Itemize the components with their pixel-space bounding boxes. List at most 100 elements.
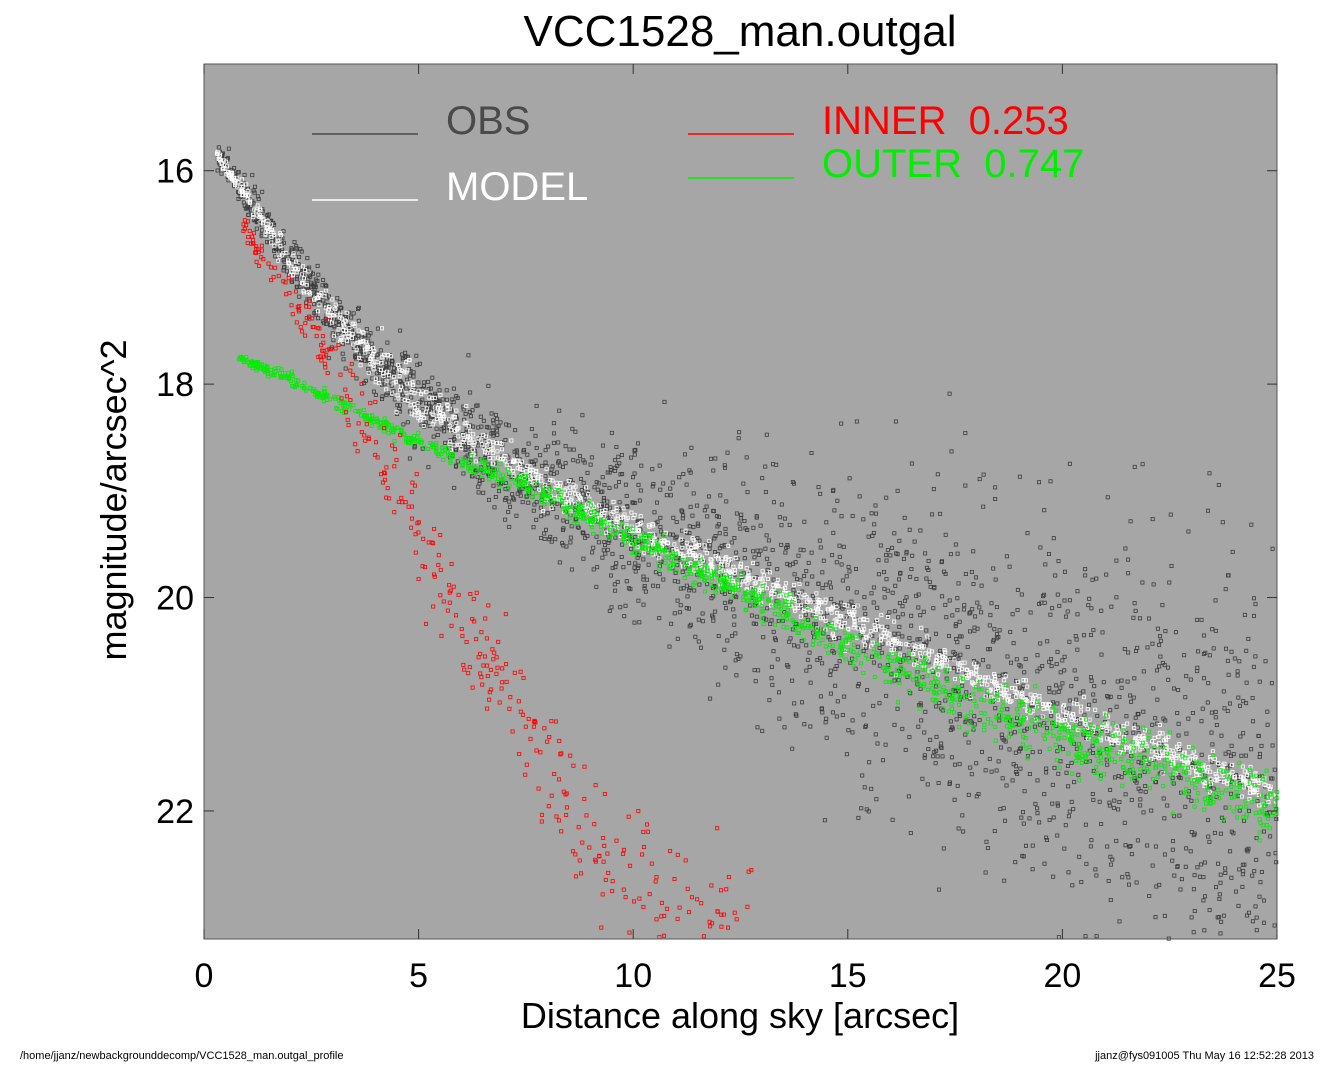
point-obs	[1000, 776, 1005, 781]
point-model	[1118, 750, 1123, 755]
point-obs	[400, 398, 405, 403]
point-obs	[702, 508, 707, 513]
point-obs	[1105, 844, 1110, 849]
point-obs	[1163, 852, 1168, 857]
point-model	[585, 502, 590, 507]
point-model	[744, 566, 749, 571]
point-model	[216, 156, 221, 161]
point-model	[573, 491, 578, 496]
point-obs	[1022, 627, 1027, 632]
point-model	[870, 640, 875, 645]
point-model	[751, 575, 756, 580]
point-obs	[442, 429, 447, 434]
point-obs	[979, 610, 984, 615]
point-outer	[894, 672, 899, 677]
point-obs	[595, 487, 600, 492]
point-obs	[782, 516, 787, 521]
point-obs	[767, 562, 772, 567]
point-obs	[1064, 770, 1069, 775]
point-model	[1023, 697, 1028, 702]
point-obs	[804, 643, 809, 648]
point-outer	[1005, 715, 1010, 720]
point-obs	[769, 676, 774, 681]
point-obs	[1055, 803, 1060, 808]
point-obs	[856, 815, 861, 820]
point-obs	[902, 515, 907, 520]
point-obs	[426, 401, 431, 406]
point-model	[1208, 769, 1213, 774]
point-obs	[974, 794, 979, 799]
point-model	[852, 622, 857, 627]
point-outer	[250, 366, 255, 371]
point-outer	[1042, 736, 1047, 741]
point-outer	[1121, 752, 1126, 757]
point-outer	[534, 490, 539, 495]
point-obs	[607, 609, 612, 614]
point-outer	[508, 477, 513, 482]
point-obs	[219, 171, 224, 176]
point-obs	[454, 463, 459, 468]
point-model	[910, 652, 915, 657]
point-obs	[371, 389, 376, 394]
point-obs	[1150, 722, 1155, 727]
point-obs	[902, 653, 907, 658]
point-model	[448, 428, 453, 433]
point-outer	[1257, 830, 1262, 835]
point-model	[1157, 730, 1162, 735]
point-obs	[1210, 742, 1215, 747]
point-obs	[490, 418, 495, 423]
point-outer	[273, 369, 278, 374]
point-outer	[944, 695, 949, 700]
point-obs	[1090, 792, 1095, 797]
point-model	[609, 512, 614, 517]
point-obs	[1199, 719, 1204, 724]
point-obs	[1235, 669, 1240, 674]
point-outer	[1120, 765, 1125, 770]
point-obs	[306, 277, 311, 282]
point-obs	[713, 609, 718, 614]
point-model	[498, 457, 503, 462]
point-outer	[1205, 785, 1210, 790]
point-outer	[813, 616, 818, 621]
point-outer	[1272, 803, 1277, 808]
point-obs	[1069, 760, 1074, 765]
point-model	[1157, 722, 1162, 727]
point-obs	[632, 448, 637, 453]
point-model	[879, 637, 884, 642]
point-obs	[534, 403, 539, 408]
point-model	[251, 215, 256, 220]
point-obs	[955, 783, 960, 788]
point-outer	[1257, 810, 1262, 815]
point-obs	[997, 628, 1002, 633]
point-outer	[941, 706, 946, 711]
point-obs	[1060, 658, 1065, 663]
point-obs	[692, 588, 697, 593]
point-outer	[823, 644, 828, 649]
point-obs	[1072, 668, 1077, 673]
point-outer	[922, 655, 927, 660]
point-obs	[1069, 684, 1074, 689]
point-model	[792, 582, 797, 587]
point-obs	[1045, 726, 1050, 731]
point-obs	[588, 462, 593, 467]
point-outer	[571, 521, 576, 526]
point-model	[632, 512, 637, 517]
point-model	[1240, 764, 1245, 769]
point-obs	[850, 718, 855, 723]
point-outer	[262, 363, 267, 368]
point-outer	[1088, 731, 1093, 736]
point-outer	[1172, 766, 1177, 771]
point-outer	[565, 510, 570, 515]
point-obs	[1044, 770, 1049, 775]
point-obs	[1153, 716, 1158, 721]
point-obs	[636, 441, 641, 446]
point-outer	[1150, 777, 1155, 782]
point-outer	[1257, 838, 1262, 843]
point-obs	[1012, 730, 1017, 735]
point-obs	[544, 527, 549, 532]
point-model	[703, 547, 708, 552]
point-outer	[1237, 784, 1242, 789]
plot-background	[204, 64, 1277, 939]
point-model	[1153, 743, 1158, 748]
point-model	[772, 591, 777, 596]
